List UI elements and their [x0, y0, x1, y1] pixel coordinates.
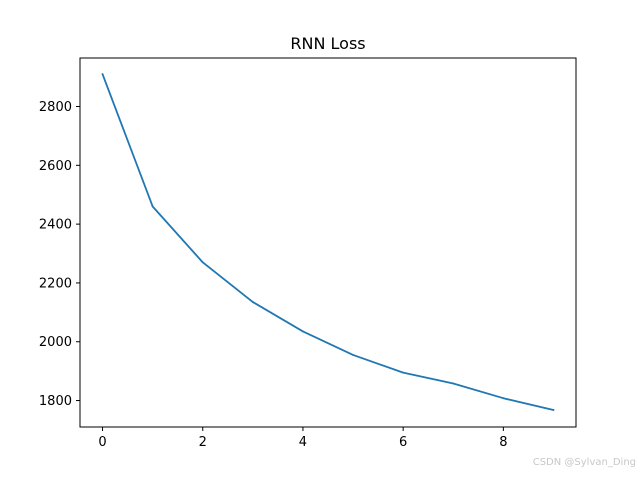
loss-data-point	[251, 301, 254, 303]
plot-series	[101, 73, 555, 411]
y-tick-label: 1800	[39, 394, 72, 409]
loss-data-point	[201, 261, 204, 264]
y-axis: 1800 2000 2200 2400 2600 2800	[39, 100, 80, 409]
loss-data-point	[151, 205, 154, 208]
x-tick-label: 6	[399, 435, 407, 450]
x-tick-label: 4	[299, 435, 307, 450]
y-tick-label: 2600	[39, 159, 72, 174]
loss-data-point	[101, 73, 104, 76]
loss-series-line	[101, 73, 555, 411]
loss-data-point	[402, 371, 405, 374]
x-tick-label: 2	[199, 435, 207, 450]
y-tick-label: 2200	[39, 276, 72, 291]
watermark: CSDN @Sylvan_Ding	[532, 457, 636, 468]
loss-data-point	[352, 354, 354, 356]
x-tick-label: 0	[98, 435, 106, 450]
loss-data-point	[452, 382, 455, 385]
loss-data-point	[552, 409, 555, 411]
loss-data-point	[502, 397, 505, 400]
y-tick-label: 2000	[39, 335, 72, 350]
x-tick-label: 8	[499, 435, 507, 450]
x-axis: 0 2 4 6 8	[98, 427, 507, 450]
plot-frame	[79, 57, 577, 428]
y-tick-label: 2400	[39, 218, 72, 233]
y-tick-label: 2800	[39, 100, 72, 115]
chart-title: RNN Loss	[290, 34, 365, 53]
loss-data-point	[302, 330, 304, 333]
